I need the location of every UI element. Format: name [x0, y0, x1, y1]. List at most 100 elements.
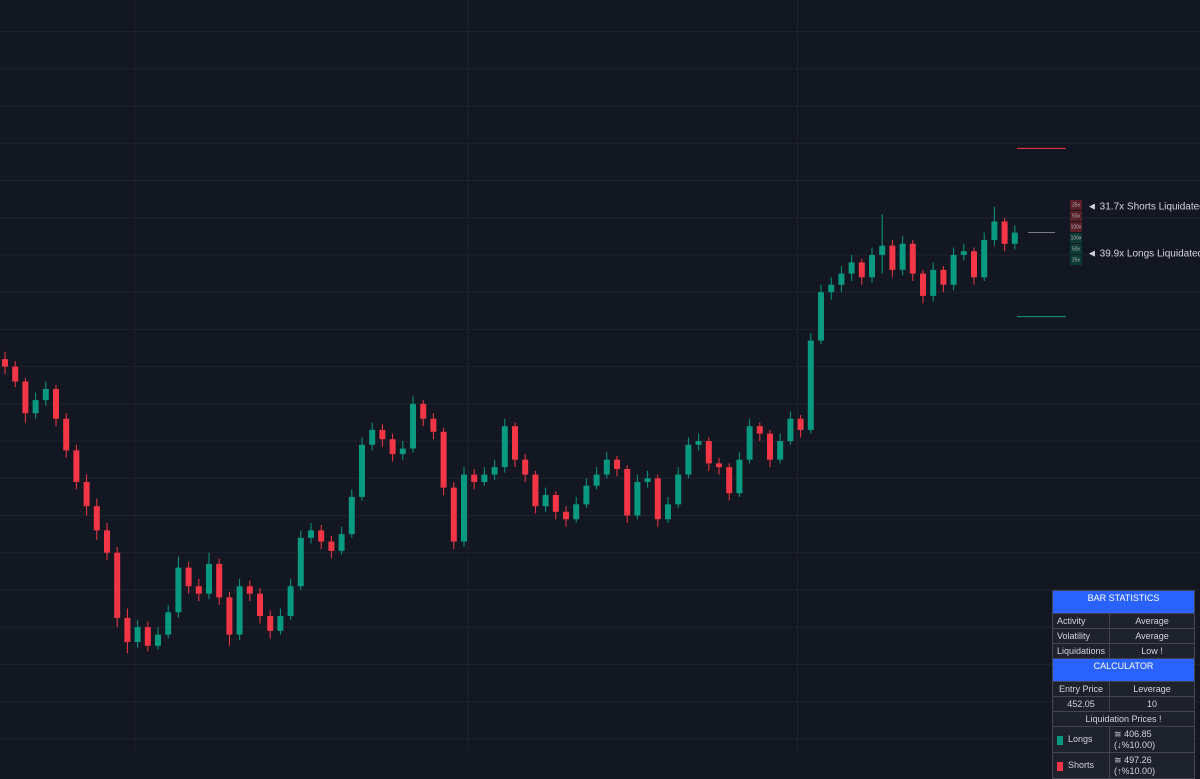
- label: Longs: [1068, 734, 1093, 745]
- candle-body: [104, 530, 110, 553]
- candle-body: [726, 467, 733, 494]
- cell: Entry Price: [1051, 681, 1111, 697]
- candle-body: [287, 586, 294, 617]
- candle-body: [858, 262, 865, 278]
- candle-body: [195, 586, 202, 594]
- heatmap-cell: [1070, 222, 1082, 232]
- candle-body: [155, 634, 161, 646]
- heatmap-cell: [1070, 211, 1082, 221]
- candle-body: [950, 254, 957, 285]
- candle-body: [971, 251, 977, 278]
- candle-body: [348, 496, 355, 535]
- cell: ≅ 406.85 (↓%10.00): [1109, 726, 1195, 753]
- candle-body: [63, 418, 70, 451]
- candle-body: [787, 418, 794, 442]
- candle-body: [42, 388, 49, 401]
- candle-body: [461, 474, 467, 542]
- candle-body: [603, 459, 610, 475]
- candle-body: [410, 403, 416, 449]
- candle-body: [644, 478, 651, 483]
- candle-body: [624, 468, 631, 516]
- candle-body: [909, 243, 916, 274]
- candle-body: [83, 482, 90, 507]
- candle-body: [257, 593, 263, 617]
- candle-body: [1001, 221, 1008, 244]
- cell: Volatility: [1051, 628, 1111, 644]
- candle-body: [532, 474, 539, 507]
- candle-body: [134, 627, 141, 643]
- candle-body: [124, 617, 131, 643]
- candle-body: [185, 567, 192, 587]
- heatmap-label: 25x: [1072, 202, 1081, 208]
- cell: Liquidations: [1051, 643, 1111, 659]
- candle-body: [430, 418, 437, 432]
- candle-body: [991, 221, 998, 241]
- candle-body: [848, 262, 855, 274]
- candle-body: [828, 284, 835, 293]
- candle-body: [614, 459, 620, 469]
- candle-body: [114, 552, 121, 618]
- candle-body: [838, 273, 845, 285]
- candle-body: [563, 511, 569, 520]
- cell: ≅ 497.26 (↑%10.00): [1109, 752, 1195, 779]
- candle-body: [389, 439, 396, 455]
- cell: Shorts: [1051, 752, 1111, 779]
- candle-body: [807, 340, 814, 430]
- candle-body: [777, 441, 784, 460]
- candle-body: [53, 388, 59, 419]
- heatmap-label: 100x: [1071, 224, 1082, 230]
- candle-body: [12, 366, 19, 382]
- candle-body: [277, 616, 284, 631]
- heatmap-cell: [1070, 233, 1082, 243]
- candle-body: [144, 627, 151, 646]
- candle-body: [491, 467, 498, 475]
- panel-header: CALCULATOR: [1052, 658, 1195, 682]
- candle-body: [981, 240, 988, 278]
- annotation: ◄ 39.9x Longs Liquidated: [1087, 249, 1200, 260]
- candle-body: [920, 273, 926, 296]
- candle-body: [297, 537, 304, 587]
- cell: Longs: [1051, 726, 1111, 753]
- candle-body: [226, 597, 233, 635]
- candle-body: [22, 381, 29, 414]
- cell: 452.05: [1051, 696, 1111, 712]
- candle-body: [634, 482, 641, 516]
- candle-body: [267, 616, 274, 631]
- candle-body: [93, 506, 100, 531]
- cell: 10: [1109, 696, 1195, 712]
- candle-body: [716, 463, 722, 468]
- candle-body: [756, 426, 763, 434]
- cell: Low !: [1109, 643, 1195, 659]
- cell: Liquidation Prices !: [1052, 711, 1195, 727]
- heatmap-label: 25x: [1072, 257, 1081, 263]
- candle-body: [318, 530, 325, 542]
- candle-body: [328, 541, 335, 551]
- candle-body: [420, 403, 427, 419]
- candle-body: [889, 245, 896, 270]
- candle-body: [481, 474, 488, 483]
- cell: Average: [1109, 628, 1195, 644]
- candle-body: [573, 504, 580, 520]
- candle-body: [512, 426, 518, 460]
- candle-body: [338, 534, 345, 551]
- heatmap-label: 50x: [1072, 213, 1081, 219]
- candle-body: [797, 418, 804, 430]
- annotation: ◄ 31.7x Shorts Liquidated: [1087, 202, 1200, 213]
- candle-body: [685, 444, 692, 475]
- heatmap-cell: [1070, 244, 1082, 254]
- candle-body: [665, 504, 671, 520]
- candle-body: [767, 433, 773, 460]
- candle-body: [695, 441, 702, 445]
- stats-panel: BAR STATISTICS Activity Average Volatilit…: [1051, 590, 1195, 779]
- swatch: [1057, 735, 1063, 745]
- candle-body: [440, 431, 447, 488]
- candle-body: [818, 292, 824, 341]
- heatmap-cell: [1070, 200, 1082, 210]
- candle-body: [1011, 232, 1018, 244]
- candle-body: [593, 474, 600, 486]
- chart: 25x 50x 100x 100x 50x 25x ◄ 31.7x Shorts Liqui…: [0, 0, 1200, 750]
- candle-body: [869, 254, 875, 278]
- candle-body: [746, 426, 753, 460]
- candle-body: [2, 359, 8, 367]
